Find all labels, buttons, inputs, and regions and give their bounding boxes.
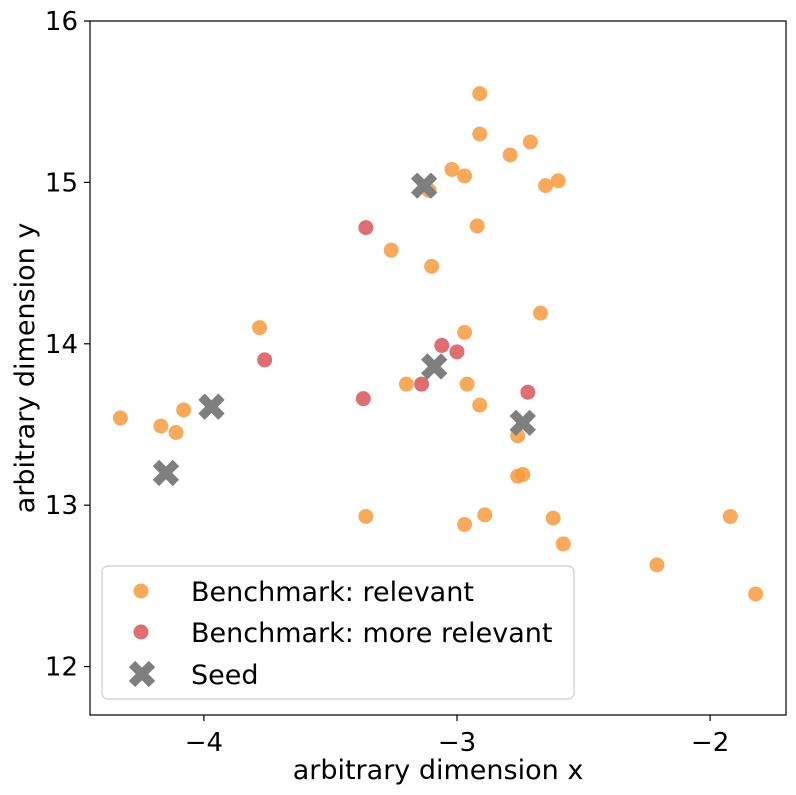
series-1 — [257, 220, 536, 407]
data-point — [520, 384, 536, 400]
seed-point — [152, 459, 180, 487]
legend: Benchmark: relevant Benchmark: more relev… — [101, 565, 575, 700]
x-axis-ticks: −4 −3 −2 — [185, 715, 729, 758]
x-tick-label: −3 — [438, 728, 476, 758]
data-point — [722, 508, 738, 524]
seed-point — [410, 172, 438, 199]
data-point — [252, 320, 268, 336]
data-point — [649, 557, 665, 573]
data-point — [457, 168, 473, 184]
data-point — [153, 418, 169, 434]
data-point — [358, 508, 374, 524]
legend-marker — [133, 583, 149, 599]
data-point — [555, 536, 571, 552]
y-axis-label: arbitrary dimension y — [10, 223, 41, 514]
data-point — [398, 376, 414, 392]
data-point — [477, 507, 493, 523]
x-tick-label: −2 — [691, 728, 729, 758]
y-tick-label: 16 — [45, 7, 78, 37]
data-point — [502, 147, 518, 163]
y-axis-ticks: 12 13 14 15 16 — [45, 7, 90, 683]
data-point — [168, 425, 184, 441]
x-tick-label: −4 — [185, 728, 223, 758]
data-point — [545, 510, 561, 526]
data-point — [257, 352, 273, 368]
data-point — [515, 467, 531, 483]
data-point — [459, 376, 475, 392]
y-tick-label: 13 — [45, 491, 78, 521]
data-point — [457, 517, 473, 533]
data-point — [457, 324, 473, 340]
plot-marks — [112, 86, 764, 602]
plot-frame — [89, 20, 787, 716]
seed-point — [198, 393, 225, 420]
data-point — [383, 242, 399, 258]
seed-point — [421, 353, 448, 380]
data-point — [748, 586, 764, 602]
data-point — [472, 126, 488, 142]
legend-marker — [128, 660, 156, 688]
legend-box — [101, 565, 575, 700]
data-point — [355, 391, 371, 407]
data-point — [414, 376, 430, 392]
data-point — [522, 134, 538, 150]
legend-marker — [133, 624, 149, 640]
data-point — [533, 305, 549, 321]
data-point — [469, 218, 485, 234]
data-point — [472, 397, 488, 413]
data-point — [538, 178, 554, 194]
series-2 — [152, 172, 536, 487]
x-axis-label: arbitrary dimension x — [293, 755, 584, 786]
data-point — [434, 337, 450, 353]
y-tick-label: 12 — [45, 653, 78, 683]
y-tick-label: 14 — [45, 330, 78, 360]
legend-label: Seed — [191, 660, 259, 691]
legend-label: Benchmark: relevant — [191, 577, 474, 608]
data-point — [550, 173, 566, 189]
data-point — [424, 258, 440, 274]
data-point — [176, 402, 192, 418]
data-point — [444, 161, 460, 177]
seed-point — [509, 409, 536, 437]
legend-label: Benchmark: more relevant — [191, 618, 552, 649]
data-point — [449, 344, 465, 360]
data-point — [112, 410, 128, 426]
y-tick-label: 15 — [45, 168, 78, 198]
data-point — [358, 220, 374, 236]
data-point — [472, 86, 488, 102]
